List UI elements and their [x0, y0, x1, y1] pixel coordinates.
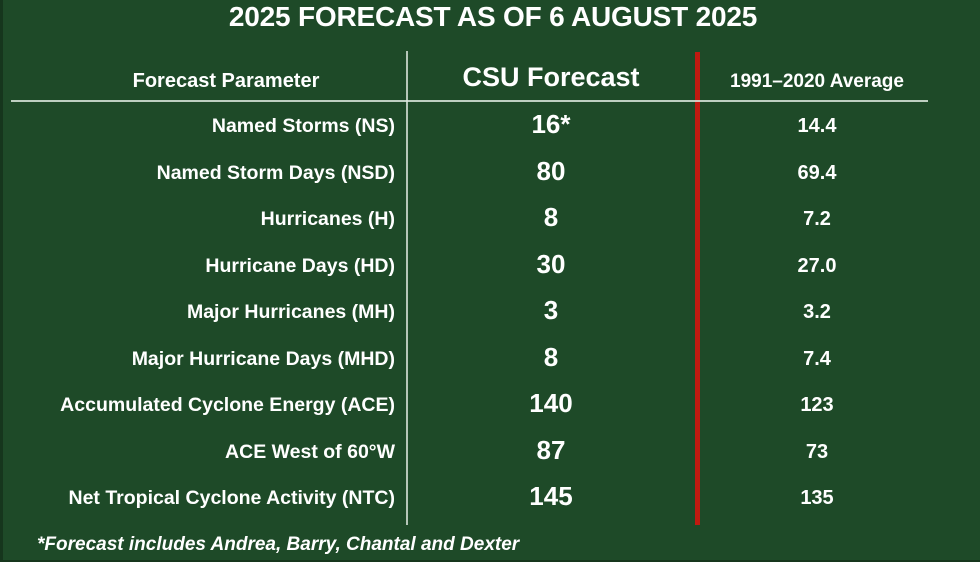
column-divider-red-accent — [695, 52, 700, 525]
cell-parameter: Hurricane Days (HD) — [205, 254, 395, 277]
table-row: Accumulated Cyclone Energy (ACE) 140 123 — [3, 388, 980, 436]
cell-parameter: Major Hurricanes (MH) — [186, 301, 395, 323]
cell-forecast: 145 — [529, 481, 573, 511]
cell-average: 69.4 — [797, 161, 837, 184]
table-row: Net Tropical Cyclone Activity (NTC) 145 … — [3, 481, 980, 529]
cell-forecast: 140 — [529, 388, 573, 418]
cell-average: 123 — [800, 394, 834, 416]
table-row: Hurricane Days (HD) 30 27.0 — [3, 248, 980, 297]
cell-parameter: Net Tropical Cyclone Activity (NTC) — [68, 487, 395, 509]
table-row: Major Hurricane Days (MHD) 8 7.4 — [3, 341, 980, 390]
table-row: Hurricanes (H) 8 7.2 — [3, 202, 980, 250]
cell-average: 7.2 — [803, 208, 831, 230]
cell-forecast: 80 — [536, 155, 566, 186]
column-divider-vertical — [406, 51, 408, 525]
cell-forecast: 30 — [536, 248, 566, 279]
cell-parameter: Named Storm Days (NSD) — [156, 161, 395, 184]
cell-forecast: 3 — [543, 295, 559, 325]
cell-parameter: Named Storms (NS) — [211, 115, 395, 137]
table-body: Named Storms (NS) 16* 14.4 Named Storm D… — [3, 109, 980, 529]
page-title: 2025 FORECAST AS OF 6 AUGUST 2025 — [228, 1, 758, 32]
cell-average: 135 — [800, 487, 834, 509]
footnote: *Forecast includes Andrea, Barry, Chanta… — [37, 534, 520, 555]
cell-forecast: 8 — [543, 202, 559, 232]
cell-average: 27.0 — [797, 254, 837, 277]
cell-average: 7.4 — [803, 347, 831, 370]
cell-parameter: Accumulated Cyclone Energy (ACE) — [60, 394, 395, 416]
table-row: Named Storms (NS) 16* 14.4 — [3, 109, 980, 157]
cell-parameter: Hurricanes (H) — [260, 208, 395, 230]
table-row: ACE West of 60°W 87 73 — [3, 434, 980, 483]
cell-parameter: Major Hurricane Days (MHD) — [131, 347, 395, 370]
column-header-average: 1991–2020 Average — [730, 71, 904, 92]
cell-forecast: 16* — [531, 109, 571, 139]
cell-forecast: 8 — [543, 341, 559, 372]
table-row: Major Hurricanes (MH) 3 3.2 — [3, 295, 980, 343]
cell-forecast: 87 — [536, 434, 566, 465]
cell-average: 14.4 — [797, 115, 837, 137]
column-header-forecast: CSU Forecast — [462, 62, 640, 92]
cell-average: 3.2 — [803, 301, 831, 323]
column-header-parameter: Forecast Parameter — [132, 70, 320, 92]
cell-average: 73 — [805, 440, 829, 463]
header-underline — [11, 100, 928, 102]
table-row: Named Storm Days (NSD) 80 69.4 — [3, 155, 980, 204]
cell-parameter: ACE West of 60°W — [225, 440, 395, 463]
